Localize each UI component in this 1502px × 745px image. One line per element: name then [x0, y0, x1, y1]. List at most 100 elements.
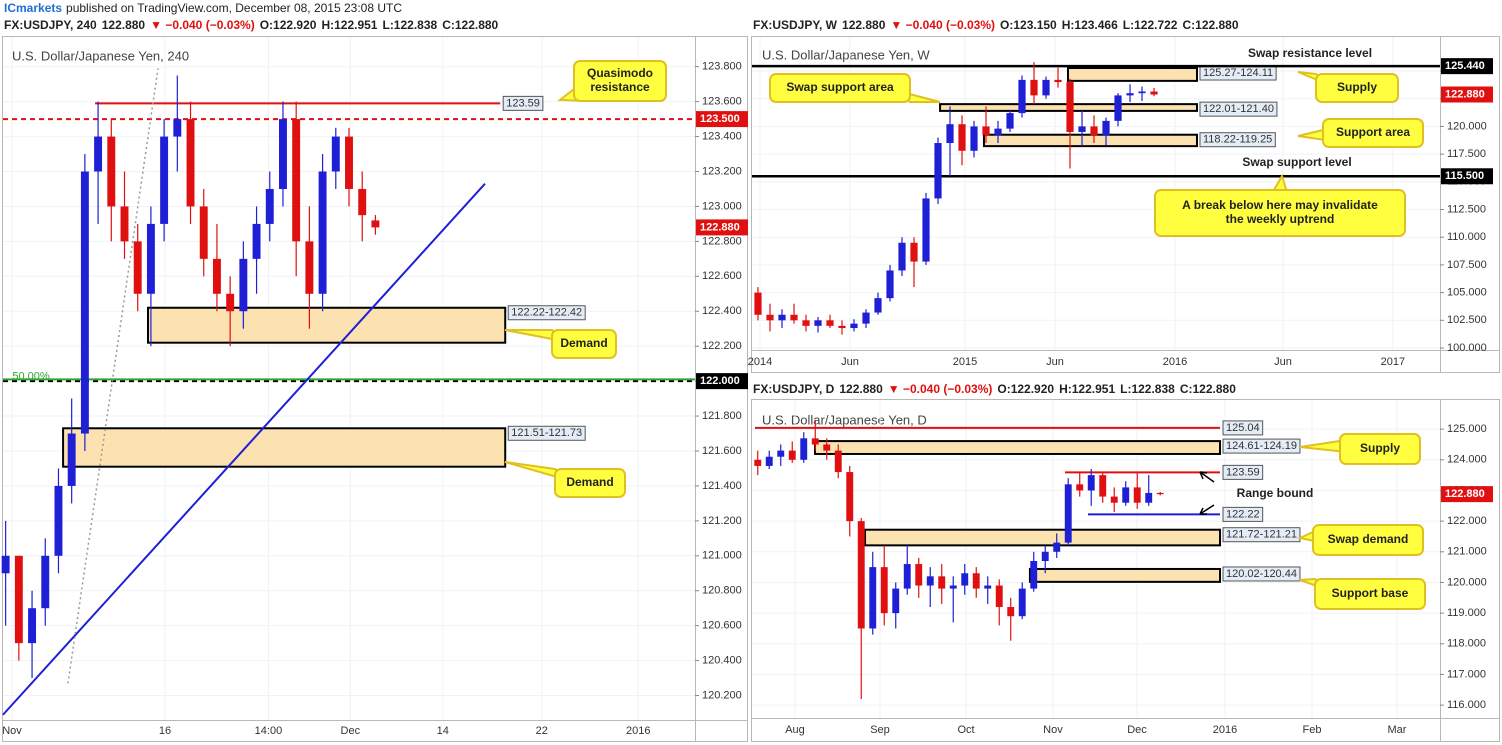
candle-body: [922, 198, 930, 262]
zone-label-box: [1199, 132, 1276, 148]
candle-body: [826, 320, 834, 326]
candle-body: [800, 438, 808, 460]
zone: [864, 528, 1222, 547]
candle-body: [857, 521, 865, 629]
last-price: 122.880: [839, 382, 883, 396]
candle-body: [915, 564, 923, 586]
zone-label: 122.01-121.40: [1203, 103, 1274, 115]
candle-body: [199, 206, 208, 259]
candle-body: [1138, 91, 1146, 94]
candle-body: [898, 242, 906, 271]
chart-title: U.S. Dollar/Japanese Yen, 240: [12, 48, 189, 63]
axis-price-box: [1441, 168, 1493, 185]
ohlc: L:122.722: [1123, 18, 1178, 32]
callout-box: [1339, 433, 1421, 465]
annotation: resistance: [590, 80, 650, 94]
candle-body: [814, 320, 822, 326]
callout-box: [769, 73, 911, 103]
panel-frame: [751, 399, 1500, 742]
candle-body: [834, 450, 842, 473]
candle-body: [958, 124, 966, 151]
y-tick-label: 105.000: [1447, 287, 1487, 299]
ohlc: H:122.951: [1059, 382, 1115, 396]
candle-body: [880, 567, 888, 614]
x-tick-label: 2016: [1213, 724, 1237, 736]
candle-body: [961, 573, 969, 586]
ohlc: C:122.880: [1182, 18, 1238, 32]
candle-body: [41, 555, 50, 609]
x-tick-label: 14:00: [255, 725, 283, 737]
y-tick-label: 117.000: [1447, 668, 1486, 680]
candle-body: [982, 126, 990, 136]
last-price: 122.880: [102, 18, 146, 32]
candle-body: [862, 312, 870, 324]
candle-body: [107, 136, 116, 207]
candle-body: [938, 576, 946, 589]
level-label-box: [1222, 420, 1264, 436]
axis-price-box: [696, 111, 748, 128]
y-tick-label: 116.000: [1447, 699, 1486, 711]
candle-body: [1087, 475, 1095, 491]
y-tick-label: 107.500: [1447, 259, 1487, 271]
current-price-label: 122.880: [1445, 488, 1485, 500]
candle-body: [1018, 588, 1026, 617]
zone-label: 120.02-120.44: [1226, 568, 1297, 580]
zone-label: 124.61-124.19: [1226, 440, 1297, 452]
callout-box: [1312, 524, 1424, 556]
candle-body: [1054, 79, 1062, 83]
candle-body: [94, 136, 103, 172]
y-tick-label: 120.000: [1447, 120, 1487, 132]
candle-body: [972, 573, 980, 589]
ohlc: L:122.838: [382, 18, 437, 32]
ohlc: C:122.880: [1180, 382, 1236, 396]
callout-box: [1154, 189, 1406, 237]
y-tick-label: 123.200: [702, 165, 742, 177]
axis-price-label: 115.500: [1445, 170, 1484, 182]
y-tick-label: 123.600: [702, 96, 742, 108]
x-tick-label: 22: [536, 725, 548, 737]
candle-body: [292, 119, 301, 242]
y-tick-label: 121.000: [1447, 546, 1487, 558]
annotation: the weekly uptrend: [1226, 212, 1335, 226]
candle-body: [1150, 91, 1158, 95]
arrow: [1199, 504, 1215, 515]
y-tick-label: 122.800: [702, 235, 742, 247]
y-tick-label: 122.400: [702, 305, 742, 317]
candle-body: [1042, 79, 1050, 96]
trendline: [67, 68, 159, 684]
candle-body: [765, 456, 773, 466]
candle-body: [120, 206, 129, 242]
candle-body: [1066, 82, 1074, 132]
axis-price-label: 125.440: [1445, 60, 1485, 72]
ohlc: L:122.838: [1120, 382, 1175, 396]
annotation: Quasimodo: [587, 66, 653, 80]
change: ▼ −0.040 (−0.03%): [150, 18, 255, 32]
zone: [982, 133, 1198, 148]
x-tick-label: 2014: [748, 356, 772, 368]
annotation: Support base: [1332, 586, 1409, 600]
candle-body: [886, 270, 894, 299]
y-tick-label: 110.000: [1447, 231, 1486, 243]
annotation: Supply: [1360, 441, 1400, 455]
candle-body: [994, 128, 1002, 136]
x-tick-label: 2015: [953, 356, 977, 368]
x-tick-label: 14: [437, 725, 449, 737]
annotation: A break below here may invalidate: [1182, 198, 1378, 212]
zone: [1066, 67, 1198, 82]
y-tick-label: 124.000: [1447, 454, 1487, 466]
zone-label: 121.51-121.73: [511, 427, 582, 439]
current-price-label: 122.880: [700, 221, 740, 233]
candle-body: [995, 585, 1003, 607]
zone: [147, 306, 507, 344]
x-tick-label: Aug: [785, 724, 805, 736]
candle-body: [371, 220, 380, 228]
symbol: FX:USDJPY, W: [753, 18, 838, 32]
candle-body: [754, 292, 762, 315]
level-label-box: [1222, 464, 1264, 480]
ohlc: O:122.920: [997, 382, 1054, 396]
y-tick-label: 117.500: [1447, 148, 1486, 160]
level-label: 123.59: [1226, 466, 1260, 478]
trendline: [2, 183, 486, 716]
ohlc: H:122.951: [321, 18, 377, 32]
